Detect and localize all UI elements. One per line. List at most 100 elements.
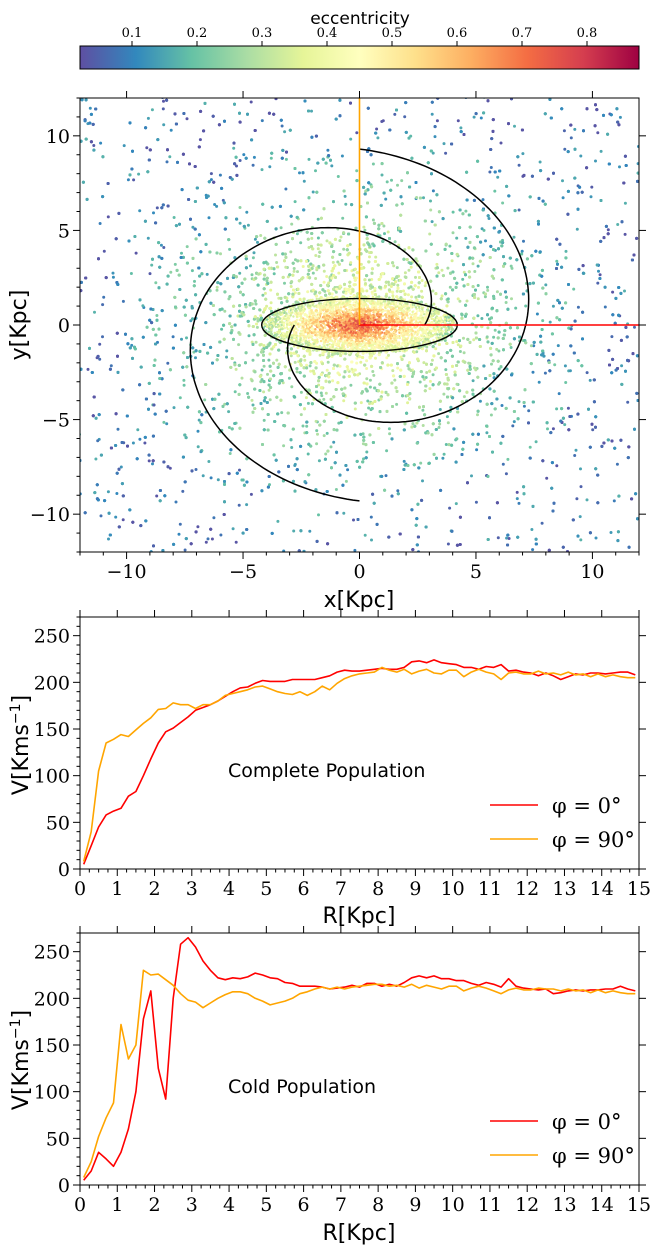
scatter-point <box>302 179 306 183</box>
scatter-point <box>129 272 133 275</box>
scatter-point <box>219 533 223 537</box>
scatter-point <box>287 376 291 380</box>
scatter-point <box>238 468 241 472</box>
scatter-point <box>290 222 294 226</box>
scatter-point <box>623 289 626 293</box>
scatter-point <box>581 554 584 557</box>
scatter-point <box>209 178 213 182</box>
scatter-point <box>495 290 499 294</box>
scatter-point <box>268 398 272 402</box>
scatter-point <box>162 420 166 424</box>
scatter-point <box>77 157 80 160</box>
scatter-point <box>434 347 438 351</box>
scatter-point <box>334 488 338 491</box>
scatter-point <box>335 364 339 368</box>
scatter-point <box>515 497 519 501</box>
scatter-point <box>456 119 460 123</box>
scatter-point <box>212 516 216 520</box>
scatter-point <box>182 378 186 382</box>
scatter-point <box>101 335 104 339</box>
scatter-point <box>428 387 432 391</box>
scatter-point <box>251 403 255 407</box>
scatter-point <box>99 554 102 557</box>
scatter-point <box>344 479 348 483</box>
scatter-point <box>403 248 407 252</box>
scatter-point <box>455 382 459 386</box>
scatter-point <box>486 326 490 330</box>
scatter-point <box>282 444 286 448</box>
scatter-point <box>591 428 595 432</box>
scatter-point <box>382 224 386 228</box>
scatter-point <box>169 270 173 274</box>
scatter-point <box>172 406 176 410</box>
scatter-point <box>528 445 532 449</box>
scatter-point <box>137 172 141 176</box>
scatter-point <box>178 522 182 526</box>
scatter-point <box>215 204 219 208</box>
scatter-point <box>564 249 568 253</box>
scatter-point <box>197 418 201 422</box>
scatter-point <box>289 354 293 358</box>
scatter-point <box>349 383 353 387</box>
scatter-point <box>397 243 401 247</box>
scatter-point <box>422 377 426 381</box>
scatter-point <box>174 500 178 504</box>
scatter-point <box>368 385 372 389</box>
scatter-point <box>269 288 273 292</box>
scatter-point <box>317 255 321 258</box>
scatter-point <box>166 361 170 365</box>
scatter-point <box>227 426 231 429</box>
scatter-point <box>573 454 577 457</box>
scatter-point <box>366 399 370 403</box>
scatter-point <box>514 306 518 310</box>
colorbar-ticks: 0.1 0.2 0.3 0.4 0.5 0.6 0.7 0.8 <box>122 26 597 46</box>
scatter-point <box>311 271 315 275</box>
scatter-point <box>642 251 645 254</box>
scatter-point <box>379 275 383 279</box>
scatter-point <box>626 400 630 404</box>
scatter-point <box>409 265 413 269</box>
scatter-point <box>639 315 642 318</box>
scatter-point <box>141 304 145 308</box>
scatter-point <box>109 364 113 368</box>
scatter-point <box>293 291 297 295</box>
scatter-point <box>196 445 200 449</box>
scatter-point <box>332 440 336 444</box>
scatter-point <box>205 272 209 276</box>
scatter-point <box>480 317 484 320</box>
scatter-point <box>430 220 434 224</box>
scatter-point <box>101 303 105 307</box>
scatter-point <box>249 100 253 104</box>
scatter-point <box>435 119 439 123</box>
scatter-point <box>437 352 441 356</box>
scatter-point <box>394 340 398 344</box>
scatter-point <box>618 165 621 169</box>
scatter-point <box>551 427 555 431</box>
scatter-point <box>561 179 564 183</box>
scatter-point <box>365 450 369 454</box>
scatter-point <box>517 501 521 505</box>
scatter-point <box>530 528 534 531</box>
scatter-point <box>444 443 448 446</box>
scatter-point <box>234 367 238 371</box>
scatter-point <box>331 379 335 383</box>
scatter-point <box>458 299 462 303</box>
scatter-point <box>245 503 249 507</box>
scatter-point <box>238 159 242 162</box>
scatter-point <box>249 264 252 268</box>
scatter-point <box>191 225 195 229</box>
scatter-point <box>500 404 504 407</box>
scatter-point <box>314 169 317 173</box>
scatter-point <box>522 404 526 408</box>
scatter-point <box>402 459 406 463</box>
scatter-point <box>77 317 80 320</box>
scatter-point <box>94 457 98 461</box>
scatter-point <box>403 115 407 119</box>
scatter-point <box>435 262 439 266</box>
scatter-point <box>476 413 479 417</box>
scatter-point <box>541 319 545 323</box>
scatter-point <box>603 305 607 309</box>
scatter-point <box>326 148 330 152</box>
scatter-point <box>579 538 583 542</box>
